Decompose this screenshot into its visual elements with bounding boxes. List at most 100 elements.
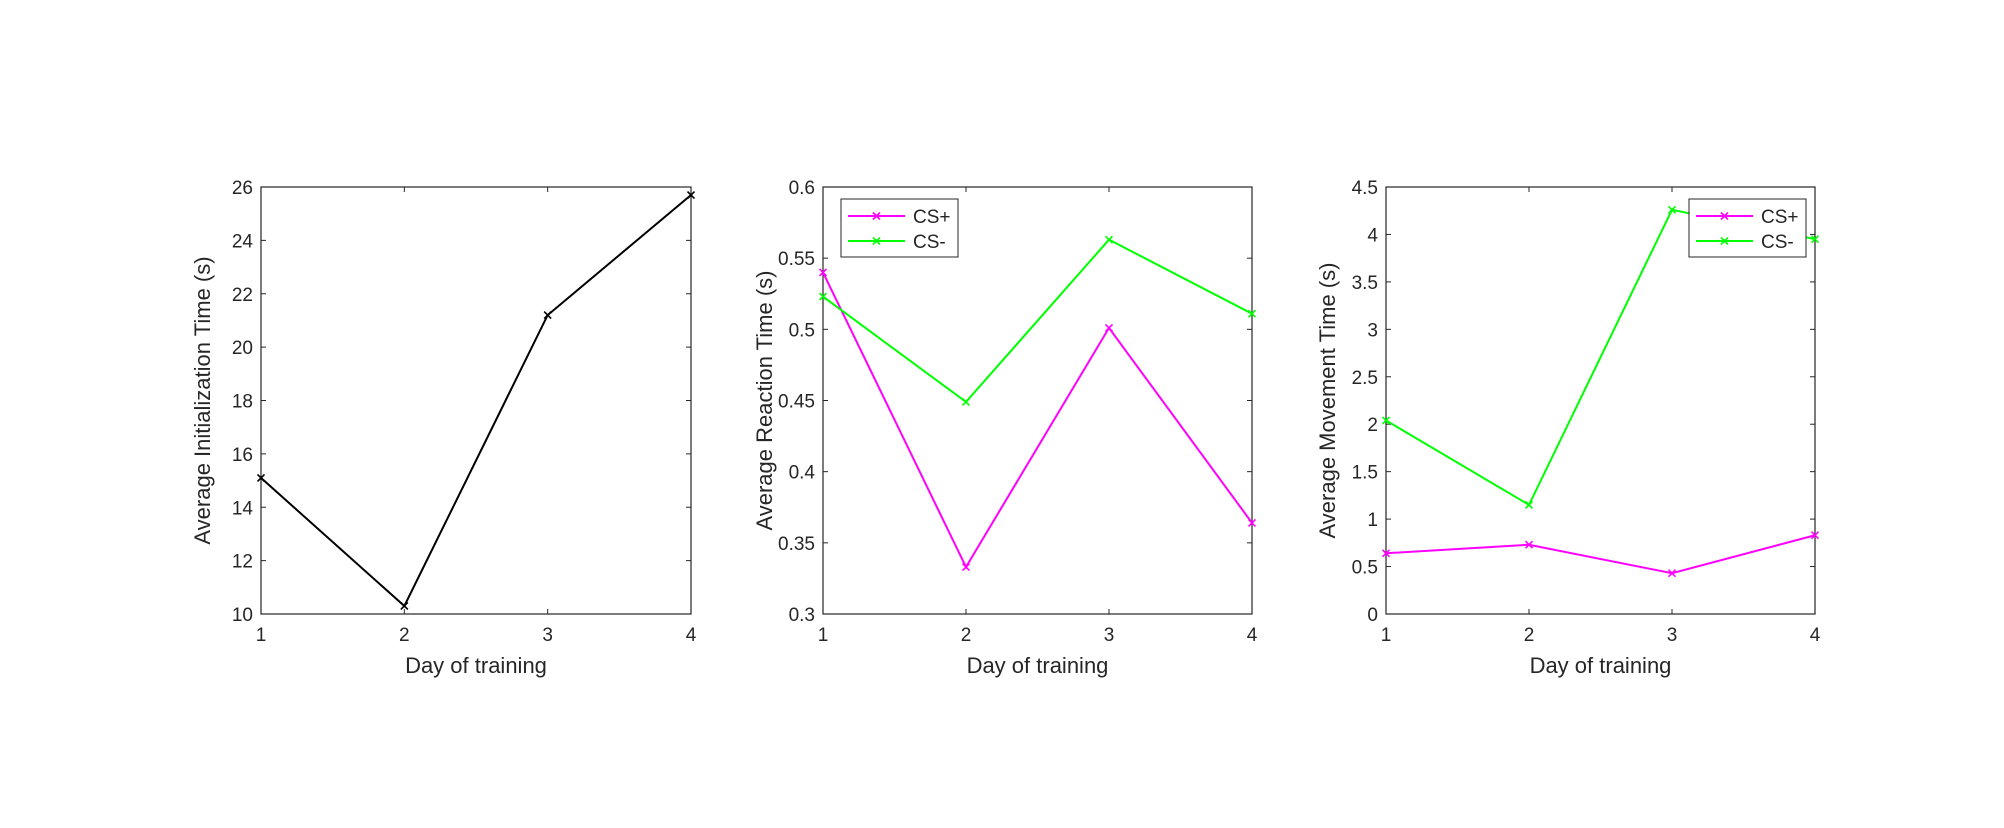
y-axis-label: Average Reaction Time (s) <box>752 270 777 530</box>
legend-box <box>840 198 959 258</box>
data-point-marker <box>1247 309 1257 318</box>
marker-stroke <box>1667 569 1677 578</box>
marker-stroke <box>818 292 828 301</box>
y-tick-label: 1 <box>1367 510 1378 531</box>
y-tick-label: 0.55 <box>778 249 815 270</box>
data-point-marker <box>686 190 696 200</box>
marker-stroke <box>1524 540 1534 549</box>
y-tick-label: 3.5 <box>1352 273 1378 294</box>
x-axis-label: Day of training <box>967 653 1109 678</box>
data-point-marker <box>1810 235 1820 244</box>
y-tick-label: 3 <box>1367 320 1378 341</box>
marker-stroke <box>686 190 696 200</box>
x-tick-label: 1 <box>818 625 829 646</box>
x-axis-label: Day of training <box>405 653 547 678</box>
marker-stroke <box>1381 549 1391 558</box>
y-tick-label: 0.4 <box>789 463 816 484</box>
marker-stroke <box>1104 323 1114 332</box>
y-axis-label: Average Movement Time (s) <box>1315 263 1340 539</box>
legend-marker <box>872 236 881 246</box>
y-tick-label: 16 <box>232 445 253 466</box>
x-tick-label: 2 <box>1524 625 1535 646</box>
data-point-marker <box>1381 416 1391 425</box>
marker-stroke <box>1247 309 1257 318</box>
legend-label: CS- <box>913 232 946 253</box>
data-point-marker <box>961 562 971 572</box>
x-tick-label: 3 <box>542 625 553 646</box>
marker-stroke <box>256 473 266 482</box>
legend: CS+ CS- <box>840 198 959 258</box>
y-tick-label: 0.5 <box>1352 558 1378 579</box>
x-tick-label: 4 <box>1810 625 1821 646</box>
y-tick-label: 22 <box>232 285 253 306</box>
marker-stroke <box>961 397 971 406</box>
y-tick-label: 0.35 <box>778 534 815 555</box>
series-line-csminus <box>822 238 1253 404</box>
legend-box <box>1688 198 1807 258</box>
y-tick-label: 2.5 <box>1352 368 1378 389</box>
legend-marker <box>1720 211 1729 221</box>
series-line-csplus <box>1385 534 1816 575</box>
legend-marker <box>1720 236 1729 246</box>
data-point-marker <box>1104 235 1114 244</box>
y-tick-label: 10 <box>232 605 253 626</box>
data-point-marker <box>1667 205 1677 214</box>
marker-stroke <box>1667 205 1677 214</box>
marker-stroke <box>1810 531 1820 540</box>
series-line-1 <box>260 194 692 608</box>
data-point-marker <box>1524 500 1534 509</box>
marker-stroke <box>1104 235 1114 244</box>
data-point-marker <box>256 473 266 482</box>
axes-box <box>1385 186 1816 615</box>
y-tick-label: 12 <box>232 552 253 573</box>
marker-stroke <box>400 601 409 611</box>
data-point-marker <box>1381 549 1391 558</box>
marker-stroke <box>961 562 971 572</box>
y-tick-label: 0.3 <box>789 605 815 626</box>
y-tick-label: 18 <box>232 392 253 413</box>
marker-stroke <box>1810 235 1820 244</box>
data-point-marker <box>1667 569 1677 578</box>
marker-stroke <box>1381 416 1391 425</box>
y-tick-label: 0.5 <box>789 320 815 341</box>
x-tick-label: 1 <box>1381 625 1392 646</box>
y-tick-label: 20 <box>232 338 253 359</box>
y-axis-label: Average Initialization Time (s) <box>190 256 215 544</box>
chart-panel-3: 1 2 3 4 0 0.5 1 1.5 2 2.5 3 3.5 4 4.5 Day of training A… <box>1315 178 1821 678</box>
legend: CS+ CS- <box>1688 198 1807 258</box>
y-tick-label: 0 <box>1367 605 1378 626</box>
marker-stroke <box>543 311 552 320</box>
marker-stroke <box>818 268 828 277</box>
legend-label: CS- <box>1761 232 1794 253</box>
legend-label: CS+ <box>1761 207 1799 228</box>
chart-panel-2: 1 2 3 4 0.3 0.35 0.4 0.45 0.5 0.55 0.6 Day of train… <box>752 178 1258 678</box>
data-point-marker <box>1104 323 1114 332</box>
x-tick-label: 1 <box>256 625 267 646</box>
data-point-marker <box>1524 540 1534 549</box>
y-tick-label: 14 <box>232 498 254 519</box>
marker-stroke <box>1524 500 1534 509</box>
x-tick-label: 4 <box>1247 625 1258 646</box>
y-tick-label: 0.45 <box>778 392 815 413</box>
data-point-marker <box>818 268 828 277</box>
y-tick-label: 2 <box>1367 415 1378 436</box>
data-point-marker <box>818 292 828 301</box>
data-point-marker <box>961 397 971 406</box>
marker-stroke <box>1247 518 1257 527</box>
y-tick-label: 24 <box>232 231 254 252</box>
legend-marker <box>872 211 881 221</box>
legend-label: CS+ <box>913 207 951 228</box>
data-point-marker <box>543 311 552 320</box>
axes-box <box>260 186 692 615</box>
series-line-csplus <box>822 271 1253 570</box>
x-tick-label: 4 <box>686 625 697 646</box>
y-tick-label: 26 <box>232 178 253 199</box>
y-tick-label: 4 <box>1367 225 1378 246</box>
data-point-marker <box>1247 518 1257 527</box>
y-tick-label: 4.5 <box>1352 178 1378 199</box>
data-point-marker <box>1810 531 1820 540</box>
x-axis-label: Day of training <box>1530 653 1672 678</box>
y-tick-label: 1.5 <box>1352 463 1378 484</box>
